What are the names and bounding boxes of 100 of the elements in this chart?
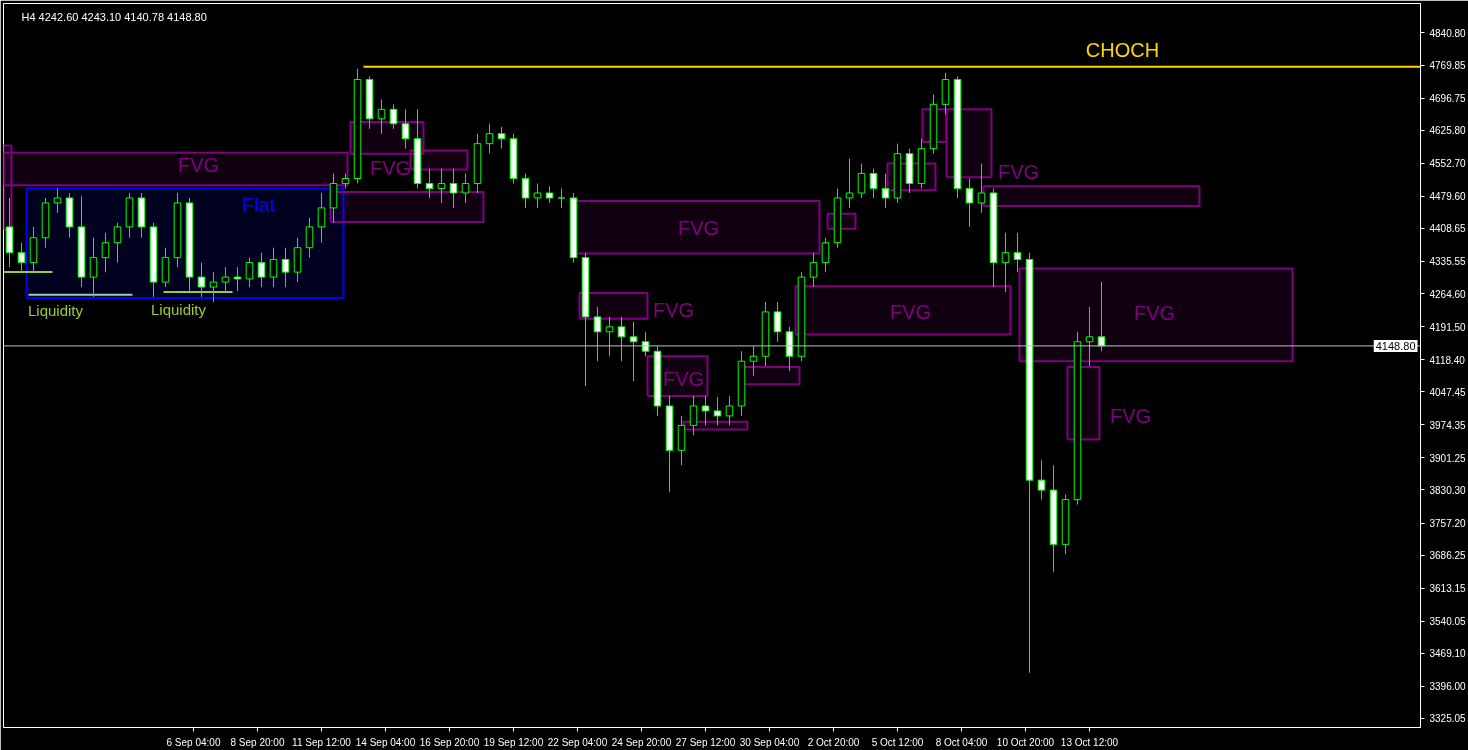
y-tick-label: 4479.60 (1429, 191, 1467, 203)
annotation: Liquidity (150, 301, 207, 318)
candlestick (269, 247, 278, 288)
candlestick (557, 187, 566, 209)
candlestick (713, 396, 722, 426)
text: H4 4242.60 4243.10 4140.78 4148.80 (21, 10, 207, 23)
y-tick-label: 3830.30 (1429, 484, 1467, 496)
candlestick (437, 168, 446, 204)
y-tick-label: 3540.05 (1429, 616, 1467, 628)
annotation: FVG (652, 298, 695, 321)
candlestick (977, 163, 986, 214)
y-tick-label: 4335.55 (1429, 256, 1467, 268)
candlestick (605, 316, 614, 357)
x-tick-label: 19 Sep 12:00 (483, 736, 544, 748)
candlestick (857, 163, 866, 199)
candlestick (629, 321, 638, 382)
candlestick (17, 242, 26, 273)
annotation: FVG (662, 367, 705, 390)
y-tick-label: 3757.20 (1429, 518, 1467, 530)
y-tick-label: 4191.50 (1429, 321, 1467, 333)
candlestick (233, 266, 242, 292)
candlestick (485, 123, 494, 155)
x-tick-label: 16 Sep 20:00 (419, 736, 480, 748)
candlestick (245, 257, 254, 288)
y-tick-label: 4625.80 (1429, 125, 1467, 137)
annotation: FVG (177, 153, 220, 176)
annotation: CHOCH (1085, 38, 1160, 61)
candlestick (965, 178, 974, 228)
candlestick (449, 168, 458, 209)
candlestick (257, 252, 266, 288)
y-tick-label: 3901.25 (1429, 452, 1467, 464)
y-tick-label: 4696.75 (1429, 93, 1467, 105)
candlestick (749, 345, 758, 377)
annotation: FVG (1109, 404, 1152, 427)
x-tick-label: 27 Sep 12:00 (675, 736, 736, 748)
candlestick (521, 173, 530, 209)
x-tick-label: 30 Sep 04:00 (739, 736, 800, 748)
annotation: FVG (1133, 301, 1176, 324)
annotation: FVG (889, 300, 932, 323)
candlestick (89, 237, 98, 298)
annotation: FVG (997, 160, 1040, 183)
candlestick (113, 222, 122, 264)
x-tick-label: 14 Sep 04:00 (355, 736, 416, 748)
candlestick (593, 306, 602, 362)
candlestick (845, 158, 854, 209)
ref-line-label: 4148.80 (1375, 339, 1416, 352)
x-tick-label: 13 Oct 12:00 (1060, 736, 1119, 748)
candlestick (497, 126, 506, 150)
candlestick (881, 173, 890, 209)
y-tick-label: 4769.85 (1429, 60, 1467, 72)
candlestick (1013, 232, 1022, 273)
y-tick-label: 3613.15 (1429, 583, 1467, 595)
candlestick (701, 395, 710, 426)
annotation: Liquidity (27, 302, 84, 319)
y-tick-label: 3686.25 (1429, 550, 1467, 562)
x-tick-label: 22 Sep 04:00 (547, 736, 608, 748)
candlestick (425, 168, 434, 199)
candlestick (317, 192, 326, 244)
y-tick-label: 4047.45 (1429, 386, 1467, 398)
y-tick-label: 4118.40 (1429, 354, 1466, 366)
y-tick-label: 3325.05 (1429, 713, 1467, 725)
annotation: Flat (241, 193, 276, 216)
y-tick-label: 4264.60 (1429, 288, 1467, 300)
candlestick (689, 395, 698, 436)
candlestick (1037, 459, 1046, 501)
y-tick-label: 3974.35 (1429, 419, 1467, 431)
annotation: FVG (677, 216, 720, 239)
candlestick (461, 173, 470, 204)
candlestick (869, 168, 878, 199)
x-tick-label: 2 Oct 20:00 (807, 736, 860, 748)
x-tick-label: 5 Oct 12:00 (871, 736, 924, 748)
x-tick-label: 24 Sep 20:00 (611, 736, 672, 748)
x-tick-label: 11 Sep 12:00 (292, 736, 352, 748)
candlestick (617, 316, 626, 362)
candlestick (281, 247, 290, 288)
x-tick-label: 6 Sep 04:00 (166, 736, 221, 748)
candlestick (725, 395, 734, 426)
candlestick (533, 182, 542, 209)
y-tick-label: 4552.70 (1429, 158, 1467, 170)
candlestick (101, 232, 110, 273)
y-tick-label: 3469.10 (1429, 648, 1467, 660)
candlestick (1085, 306, 1094, 367)
candlestick (197, 262, 206, 298)
annotation: FVG (369, 156, 412, 179)
x-tick-label: 10 Oct 20:00 (996, 736, 1055, 748)
x-tick-label: 8 Oct 04:00 (935, 736, 988, 748)
candlestick (221, 266, 230, 293)
x-tick-label: 8 Sep 20:00 (230, 736, 285, 748)
candlestick (809, 252, 818, 288)
candlestick (821, 237, 830, 273)
y-tick-label: 4840.80 (1429, 27, 1467, 39)
y-tick-label: 4408.65 (1429, 223, 1467, 235)
candlestick (773, 301, 782, 343)
y-tick-label: 3396.00 (1429, 681, 1467, 693)
candlestick (1001, 232, 1010, 293)
candlestick (389, 103, 398, 130)
candlestick (209, 271, 218, 303)
candlestick (53, 187, 62, 214)
candlestick (305, 217, 314, 259)
candlestick (401, 108, 410, 150)
